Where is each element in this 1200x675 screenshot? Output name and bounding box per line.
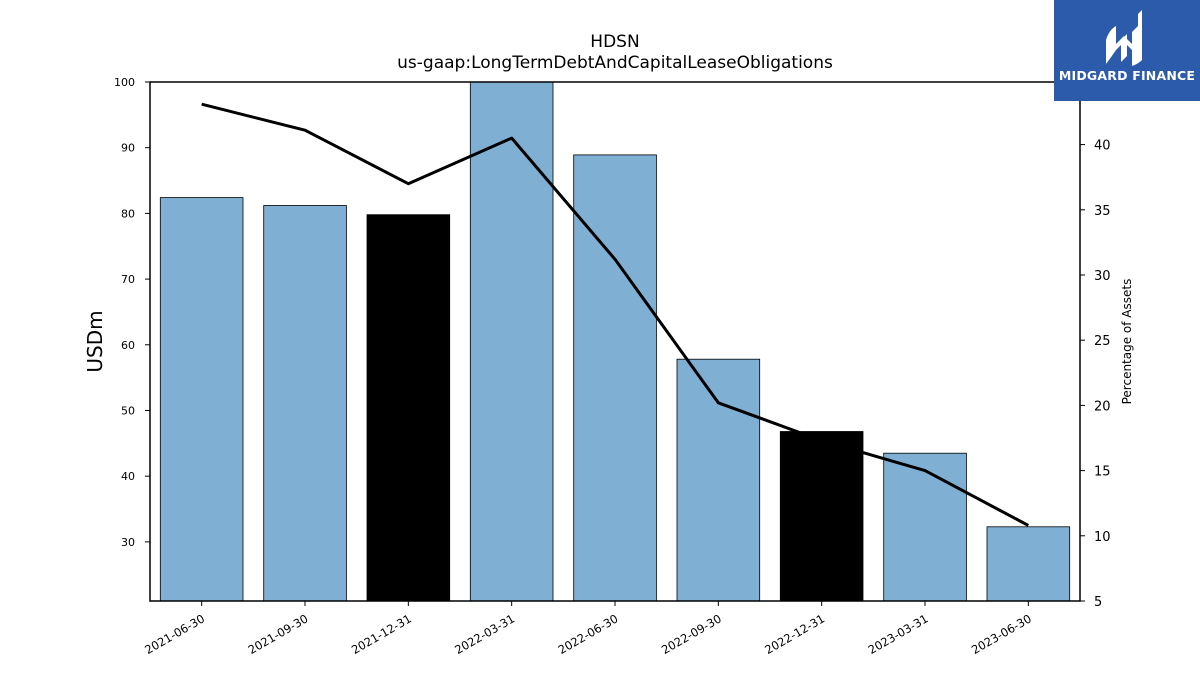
- y2-tick-label: 40: [1094, 139, 1111, 154]
- x-tick-label: 2022-03-31: [452, 611, 517, 657]
- bar: [779, 431, 864, 602]
- y2-tick-label: 25: [1094, 334, 1111, 349]
- x-tick-label: 2021-06-30: [142, 611, 207, 657]
- bar: [263, 205, 347, 602]
- bar: [159, 197, 244, 602]
- chart-title: HDSN: [590, 32, 640, 52]
- y-tick-label: 70: [121, 273, 135, 286]
- x-tick-label: 2023-03-31: [866, 611, 931, 657]
- x-tick-label: 2022-09-30: [659, 611, 724, 657]
- brand-name: MIDGARD FINANCE: [1058, 68, 1196, 83]
- x-tick-label: 2022-12-31: [762, 611, 827, 657]
- y-tick-label: 40: [121, 470, 135, 483]
- bar: [469, 81, 554, 602]
- y2-tick-label: 35: [1094, 204, 1111, 219]
- y2-axis-label: Percentage of Assets: [1120, 279, 1134, 405]
- brand-logo: MIDGARD FINANCE: [1054, 0, 1200, 101]
- y-tick-label: 100: [114, 76, 135, 89]
- y2-tick-label: 10: [1094, 530, 1111, 545]
- midgard-logo-icon: [1106, 10, 1142, 66]
- y-tick-label: 50: [121, 404, 135, 417]
- x-tick-label: 2021-09-30: [246, 611, 311, 657]
- y2-tick-label: 20: [1094, 399, 1111, 414]
- y2-tick-label: 30: [1094, 269, 1111, 284]
- y-tick-label: 80: [121, 207, 135, 220]
- x-tick-label: 2021-12-31: [349, 611, 414, 657]
- series-line: [201, 102, 1030, 527]
- y-axis-label: USDm: [83, 310, 107, 372]
- y-tick-label: 60: [121, 339, 135, 352]
- y2-tick-label: 15: [1094, 465, 1111, 480]
- y-tick-label: 30: [121, 536, 135, 549]
- bar: [366, 214, 451, 602]
- chart-subtitle: us-gaap:LongTermDebtAndCapitalLeaseOblig…: [397, 53, 833, 73]
- y2-tick-label: 5: [1094, 595, 1102, 610]
- bar: [573, 154, 657, 602]
- x-tick-label: 2022-06-30: [556, 611, 621, 657]
- y-tick-label: 90: [121, 142, 135, 155]
- bar: [883, 452, 967, 602]
- bar: [986, 526, 1071, 602]
- x-tick-label: 2023-06-30: [969, 611, 1034, 657]
- bar: [676, 358, 761, 602]
